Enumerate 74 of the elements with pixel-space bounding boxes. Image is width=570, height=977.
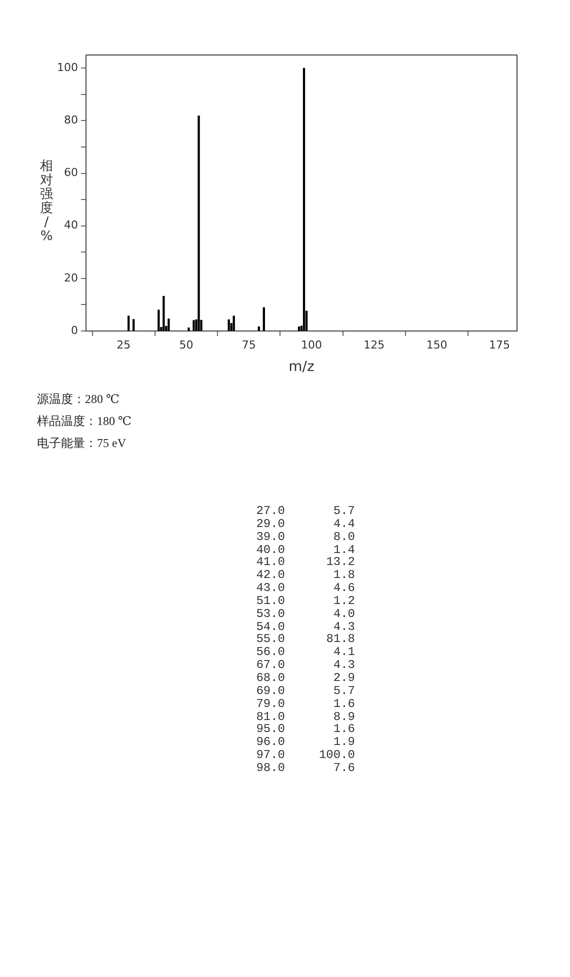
text: 100.0	[318, 748, 355, 762]
bar	[198, 116, 200, 331]
text: 4.0	[333, 606, 355, 621]
category-label: 27.0	[255, 504, 285, 518]
bar	[232, 316, 235, 331]
category-label: 54.0	[255, 620, 285, 634]
text: 13.2	[326, 555, 355, 570]
text: 1.6	[333, 696, 355, 711]
text: 1.6	[333, 722, 355, 736]
category-label: 69.0	[255, 684, 285, 698]
category-label: 55.0	[255, 632, 285, 646]
text: 8.0	[333, 530, 355, 544]
text: 4.4	[333, 516, 355, 531]
category-label: 42.0	[255, 568, 285, 582]
text: 电子能量：75 eV	[37, 435, 127, 452]
y-axis-title: 相对强度/%	[40, 159, 53, 244]
text: 5.7	[333, 504, 355, 518]
category-label: 39.0	[255, 530, 285, 544]
category-label: 67.0	[255, 658, 285, 672]
text: 1.9	[333, 735, 355, 750]
category-label: 68.0	[255, 670, 285, 685]
category-label: 81.0	[255, 710, 285, 724]
bar	[298, 326, 300, 331]
text: 样品温度：180 ℃	[37, 413, 132, 430]
text: 1.4	[333, 542, 355, 557]
bar	[158, 310, 160, 331]
text: 1.8	[333, 568, 355, 582]
y-tick-label: 80	[64, 114, 78, 127]
category-label: 96.0	[255, 735, 285, 750]
y-tick-label: 100	[57, 61, 78, 74]
category-label: 53.0	[255, 606, 285, 621]
text: 81.8	[326, 632, 355, 646]
x-tick-label: 25	[116, 338, 131, 352]
text: 8.9	[333, 710, 355, 724]
text: 2.9	[333, 670, 355, 685]
bar	[162, 296, 165, 331]
text: 4.3	[333, 658, 355, 672]
x-tick-label: 75	[242, 338, 256, 352]
x-axis-title: m/z	[288, 359, 314, 376]
y-tick-label: 40	[64, 218, 78, 232]
x-tick-label: 150	[426, 338, 448, 352]
bar	[228, 319, 230, 331]
x-tick-label: 100	[301, 338, 322, 352]
category-label: 97.0	[255, 748, 285, 762]
text: 源温度：280 ℃	[37, 391, 120, 408]
text: 4.1	[333, 645, 355, 660]
x-tick-label: 125	[364, 338, 385, 352]
category-label: 79.0	[255, 696, 285, 711]
bar	[168, 318, 170, 331]
bar	[262, 307, 265, 331]
bar	[258, 326, 260, 331]
text: 1.2	[333, 594, 355, 608]
category-label: 51.0	[255, 594, 285, 608]
bar	[128, 316, 130, 331]
category-label: 40.0	[255, 542, 285, 557]
category-label: 29.0	[255, 516, 285, 531]
category-label: 95.0	[255, 722, 285, 736]
bar	[188, 328, 190, 331]
bar	[132, 319, 135, 331]
category-label: 43.0	[255, 581, 285, 596]
text: 4.6	[333, 581, 355, 596]
category-label: 41.0	[255, 555, 285, 570]
text: 5.7	[333, 684, 355, 698]
x-tick-label: 175	[488, 338, 510, 352]
y-tick-label: 20	[64, 271, 78, 284]
text: 7.6	[333, 760, 355, 775]
y-tick-label: 60	[64, 166, 78, 180]
bar	[302, 68, 306, 331]
x-tick-label: 50	[179, 338, 194, 352]
y-tick-label: 0	[71, 324, 78, 337]
text: 4.3	[333, 620, 355, 634]
category-label: 56.0	[255, 645, 285, 660]
category-label: 98.0	[255, 760, 285, 775]
bar	[192, 320, 195, 331]
